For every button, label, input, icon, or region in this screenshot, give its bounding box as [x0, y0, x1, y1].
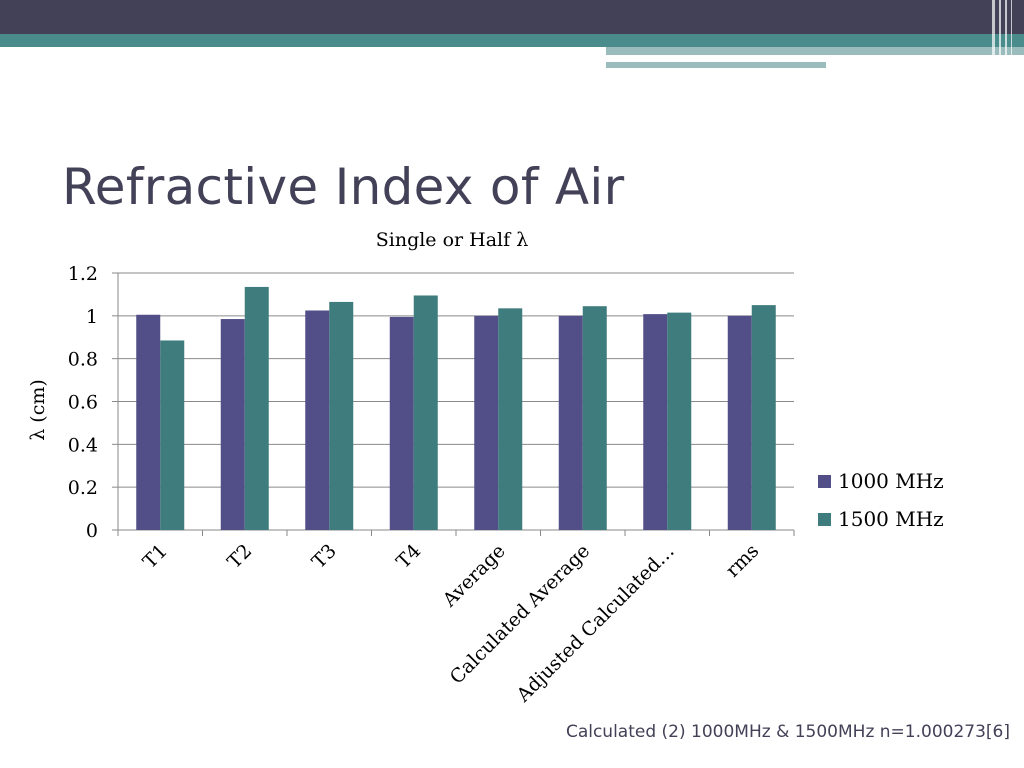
bar-series-2	[244, 286, 269, 530]
legend-item-series-1: 1000 MHz	[818, 462, 944, 500]
y-tick-label: 0.2	[68, 477, 98, 499]
x-tick-label: Average	[438, 540, 510, 612]
bar-series-1	[389, 316, 414, 530]
y-tick-label: 0	[86, 520, 98, 542]
y-tick-label: 1.2	[68, 263, 98, 285]
bar-series-2	[329, 301, 354, 530]
bar-series-1	[136, 314, 161, 530]
bar-series-1	[305, 310, 330, 530]
header-white-line	[606, 55, 950, 58]
legend-swatch-series-1	[818, 474, 831, 488]
bar-series-1	[727, 315, 752, 530]
y-tick-label: 0.4	[68, 434, 98, 456]
bar-series-1	[643, 314, 668, 530]
header-dark-band	[0, 0, 1024, 34]
header-teal-band	[0, 34, 1024, 47]
x-tick-label: Adjusted Calculated…	[512, 540, 679, 707]
x-tick-label: rms	[722, 540, 764, 582]
header-stripe-3	[1005, 0, 1007, 68]
plot-area: 0 0.2 0.4 0.6 0.8 1 1.2 T1 T2 T3 T4 AverageCalculat…	[68, 263, 795, 707]
header-stripe-2	[999, 0, 1001, 68]
y-axis-label: λ (cm)	[27, 379, 49, 441]
x-tick-label: T3	[308, 540, 341, 573]
header-light-band-2	[606, 62, 826, 68]
bar-series-2	[751, 305, 776, 530]
header-band	[0, 0, 1024, 68]
y-tick-label: 0.6	[68, 392, 98, 414]
bar-series-2	[160, 340, 185, 530]
footnote: Calculated (2) 1000MHz & 1500MHz n=1.000…	[565, 722, 1010, 742]
legend-item-series-2: 1500 MHz	[818, 500, 944, 538]
y-tick-label: 0.8	[68, 349, 98, 371]
bar-series-2	[582, 306, 607, 530]
y-tick-label: 1	[86, 306, 98, 328]
legend-label-series-1: 1000 MHz	[838, 469, 944, 493]
chart-title: Single or Half λ	[375, 229, 529, 251]
x-tick-label: T2	[223, 540, 256, 573]
legend-label-series-2: 1500 MHz	[838, 507, 944, 531]
legend: 1000 MHz 1500 MHz	[818, 462, 944, 538]
x-tick-label: Calculated Average	[446, 540, 595, 689]
header-stripe-1	[992, 0, 995, 68]
bar-series-2	[498, 308, 523, 530]
x-tick-label: T4	[392, 540, 425, 573]
slide-title: Refractive Index of Air	[62, 158, 625, 216]
bar-series-2	[667, 312, 692, 530]
header-stripe-4	[1011, 0, 1012, 68]
bar-series-1	[474, 315, 499, 530]
bar-series-2	[413, 295, 438, 530]
header-light-band	[606, 47, 1024, 55]
bar-series-1	[558, 315, 583, 530]
bar-series-1	[220, 319, 245, 530]
x-tick-label: T1	[139, 540, 172, 573]
legend-swatch-series-2	[818, 512, 831, 526]
